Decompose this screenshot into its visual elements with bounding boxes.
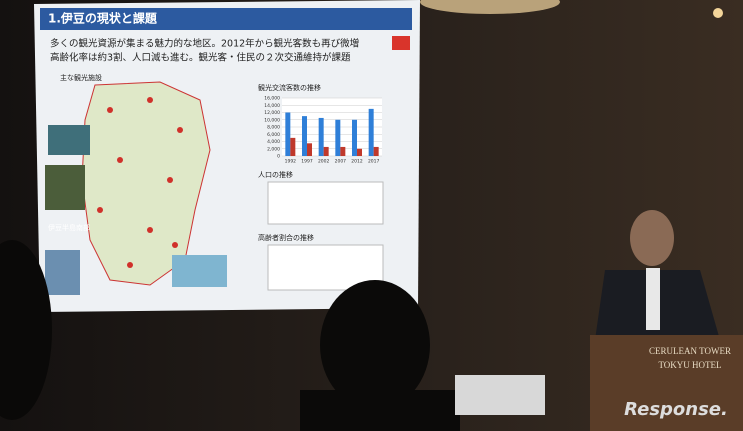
y-tick-label: 6,000 xyxy=(267,132,280,138)
photo-thumb xyxy=(48,125,90,155)
bar xyxy=(302,116,307,156)
slide-title: 1.伊豆の現状と課題 xyxy=(48,11,158,26)
speaker-shirt xyxy=(646,268,660,330)
bar xyxy=(323,146,329,156)
podium-text: CERULEAN TOWER xyxy=(649,346,731,356)
ceiling-light xyxy=(713,8,723,18)
logo xyxy=(392,36,410,50)
bullet: 高齢化率は約3割、人口減も進む。観光客・住民の２次交通維持が課題 xyxy=(50,52,351,64)
bar xyxy=(335,119,341,156)
x-tick-label: 2002 xyxy=(318,159,330,165)
photo-thumb xyxy=(172,255,227,287)
x-tick-label: 2017 xyxy=(368,159,380,165)
y-tick-label: 16,000 xyxy=(264,96,280,102)
photo-thumb xyxy=(45,165,85,210)
y-tick-label: 10,000 xyxy=(264,117,280,123)
audience-head xyxy=(320,280,430,410)
chart-title: 高齢者割合の推移 xyxy=(258,233,314,242)
map-dots xyxy=(97,97,183,268)
map-heading: 主な観光施設 xyxy=(60,73,102,82)
bar xyxy=(307,143,312,156)
audience-body xyxy=(300,390,460,431)
x-tick-label: 2007 xyxy=(335,159,347,165)
bar xyxy=(373,146,379,156)
podium xyxy=(590,335,743,431)
bar xyxy=(368,108,374,156)
x-tick-label: 2012 xyxy=(351,159,363,165)
chart-title: 人口の推移 xyxy=(258,170,293,179)
bar xyxy=(285,112,291,156)
bar xyxy=(357,148,362,156)
y-tick-label: 0 xyxy=(277,154,280,160)
x-tick-label: 1997 xyxy=(301,159,313,165)
y-tick-label: 14,000 xyxy=(264,103,280,109)
bar xyxy=(318,117,324,156)
bar xyxy=(352,119,357,156)
chart-image xyxy=(267,181,384,225)
y-tick-label: 4,000 xyxy=(267,139,280,145)
bar xyxy=(340,146,346,156)
podium-text: TOKYU HOTEL xyxy=(658,360,721,370)
map-label: 伊豆半島南部 xyxy=(48,223,90,232)
x-tick-label: 1992 xyxy=(285,159,297,165)
y-tick-label: 2,000 xyxy=(267,146,280,152)
y-tick-label: 12,000 xyxy=(264,110,280,116)
chart: 02,0004,0006,0008,00010,00012,00014,0001… xyxy=(264,96,382,165)
slide-header xyxy=(40,8,412,30)
chart-title: 観光交流客数の推移 xyxy=(258,83,321,92)
y-tick-label: 8,000 xyxy=(267,125,280,131)
projector xyxy=(455,375,545,415)
ceiling-light xyxy=(420,0,560,14)
audience-head xyxy=(0,240,52,420)
bullet: 多くの観光資源が集まる魅力的な地区。2012年から観光客数も再び微増 xyxy=(50,38,359,50)
bar xyxy=(290,137,296,156)
photo-thumb xyxy=(45,250,80,295)
speaker-head xyxy=(630,210,674,266)
watermark: Response. xyxy=(624,399,728,420)
